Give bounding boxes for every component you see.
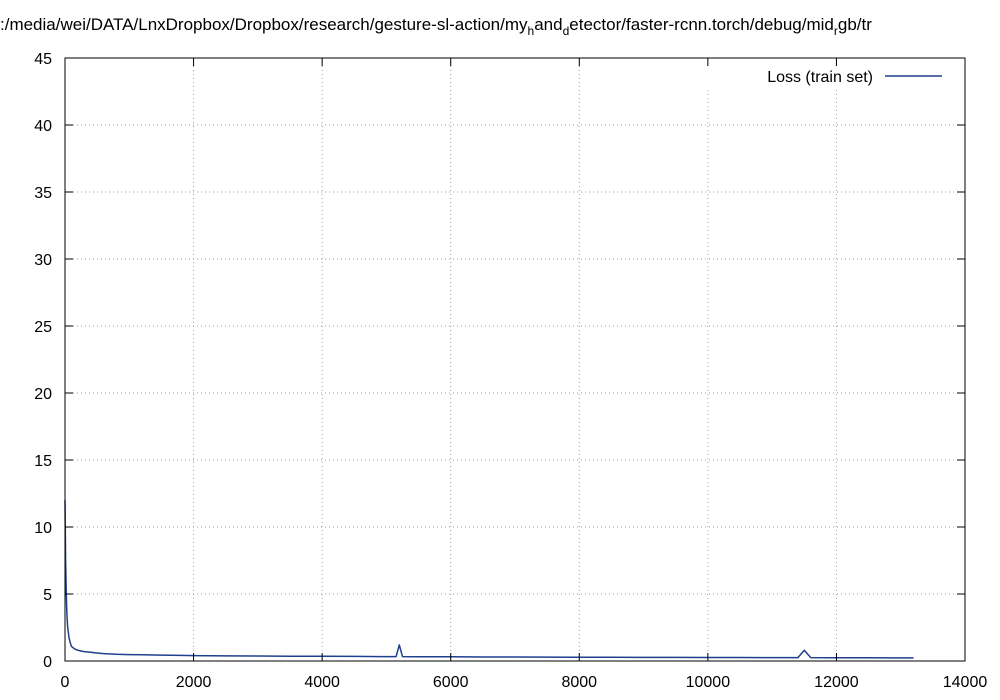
y-tick-label: 45 xyxy=(34,51,52,68)
x-tick-label: 8000 xyxy=(561,674,597,691)
y-tick-label: 20 xyxy=(34,386,52,403)
x-tick-label: 6000 xyxy=(433,674,469,691)
axis-ticks: 0 2000 4000 6000 8000 10000 12000 14000 0 5 10 15 20… xyxy=(34,51,987,691)
x-tick-label: 2000 xyxy=(176,674,212,691)
legend-label: Loss (train set) xyxy=(767,69,873,86)
plot-series xyxy=(64,500,914,659)
loss-series-line xyxy=(64,500,914,659)
y-tick-label: 40 xyxy=(34,118,52,135)
x-tick-label: 14000 xyxy=(943,674,988,691)
x-tick-label: 0 xyxy=(61,674,70,691)
y-tick-label: 15 xyxy=(34,453,52,470)
grid xyxy=(65,58,965,661)
plot-frame xyxy=(64,57,966,662)
y-tick-label: 5 xyxy=(43,587,52,604)
y-tick-label: 25 xyxy=(34,319,52,336)
y-tick-label: 35 xyxy=(34,185,52,202)
legend: Loss (train set) xyxy=(767,69,942,86)
x-tick-label: 10000 xyxy=(686,674,731,691)
x-tick-label: 4000 xyxy=(304,674,340,691)
chart-title: :/media/wei/DATA/LnxDropbox/Dropbox/rese… xyxy=(0,15,872,38)
y-tick-label: 0 xyxy=(43,654,52,671)
y-tick-label: 30 xyxy=(34,252,52,269)
x-tick-label: 12000 xyxy=(814,674,859,691)
y-tick-label: 10 xyxy=(34,520,52,537)
